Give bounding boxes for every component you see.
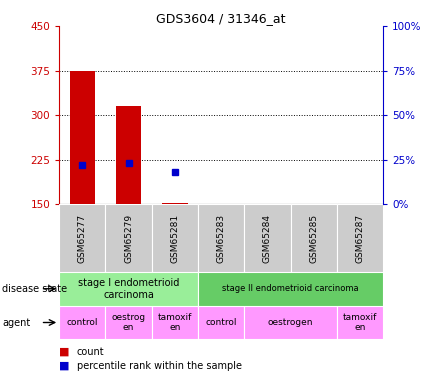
Bar bbox=[244, 204, 291, 272]
Bar bbox=[116, 106, 141, 204]
Bar bbox=[152, 204, 198, 272]
Text: agent: agent bbox=[2, 318, 30, 327]
Text: tamoxif
en: tamoxif en bbox=[343, 313, 377, 332]
Bar bbox=[337, 306, 383, 339]
Text: control: control bbox=[205, 318, 237, 327]
Text: stage II endometrioid carcinoma: stage II endometrioid carcinoma bbox=[223, 284, 359, 293]
Text: ■: ■ bbox=[59, 361, 70, 370]
Text: GSM65287: GSM65287 bbox=[356, 214, 364, 262]
Text: stage I endometrioid
carcinoma: stage I endometrioid carcinoma bbox=[78, 278, 179, 300]
Title: GDS3604 / 31346_at: GDS3604 / 31346_at bbox=[156, 12, 286, 25]
Text: control: control bbox=[67, 318, 98, 327]
Text: oestrog
en: oestrog en bbox=[112, 313, 146, 332]
Text: count: count bbox=[77, 347, 104, 357]
Bar bbox=[198, 272, 383, 306]
Bar bbox=[198, 204, 244, 272]
Text: GSM65279: GSM65279 bbox=[124, 214, 133, 262]
Bar bbox=[59, 204, 106, 272]
Text: ■: ■ bbox=[59, 347, 70, 357]
Text: GSM65281: GSM65281 bbox=[170, 214, 180, 262]
Bar bbox=[59, 306, 106, 339]
Text: disease state: disease state bbox=[2, 284, 67, 294]
Bar bbox=[106, 204, 152, 272]
Bar bbox=[291, 204, 337, 272]
Bar bbox=[337, 204, 383, 272]
Text: oestrogen: oestrogen bbox=[268, 318, 314, 327]
Bar bbox=[244, 306, 337, 339]
Text: GSM65283: GSM65283 bbox=[217, 214, 226, 262]
Text: GSM65277: GSM65277 bbox=[78, 214, 87, 262]
Bar bbox=[198, 306, 244, 339]
Text: GSM65285: GSM65285 bbox=[309, 214, 318, 262]
Bar bbox=[162, 203, 187, 204]
Text: percentile rank within the sample: percentile rank within the sample bbox=[77, 361, 242, 370]
Text: GSM65284: GSM65284 bbox=[263, 214, 272, 262]
Bar bbox=[152, 306, 198, 339]
Bar bbox=[70, 71, 95, 204]
Bar bbox=[106, 306, 152, 339]
Bar bbox=[59, 272, 198, 306]
Text: tamoxif
en: tamoxif en bbox=[158, 313, 192, 332]
